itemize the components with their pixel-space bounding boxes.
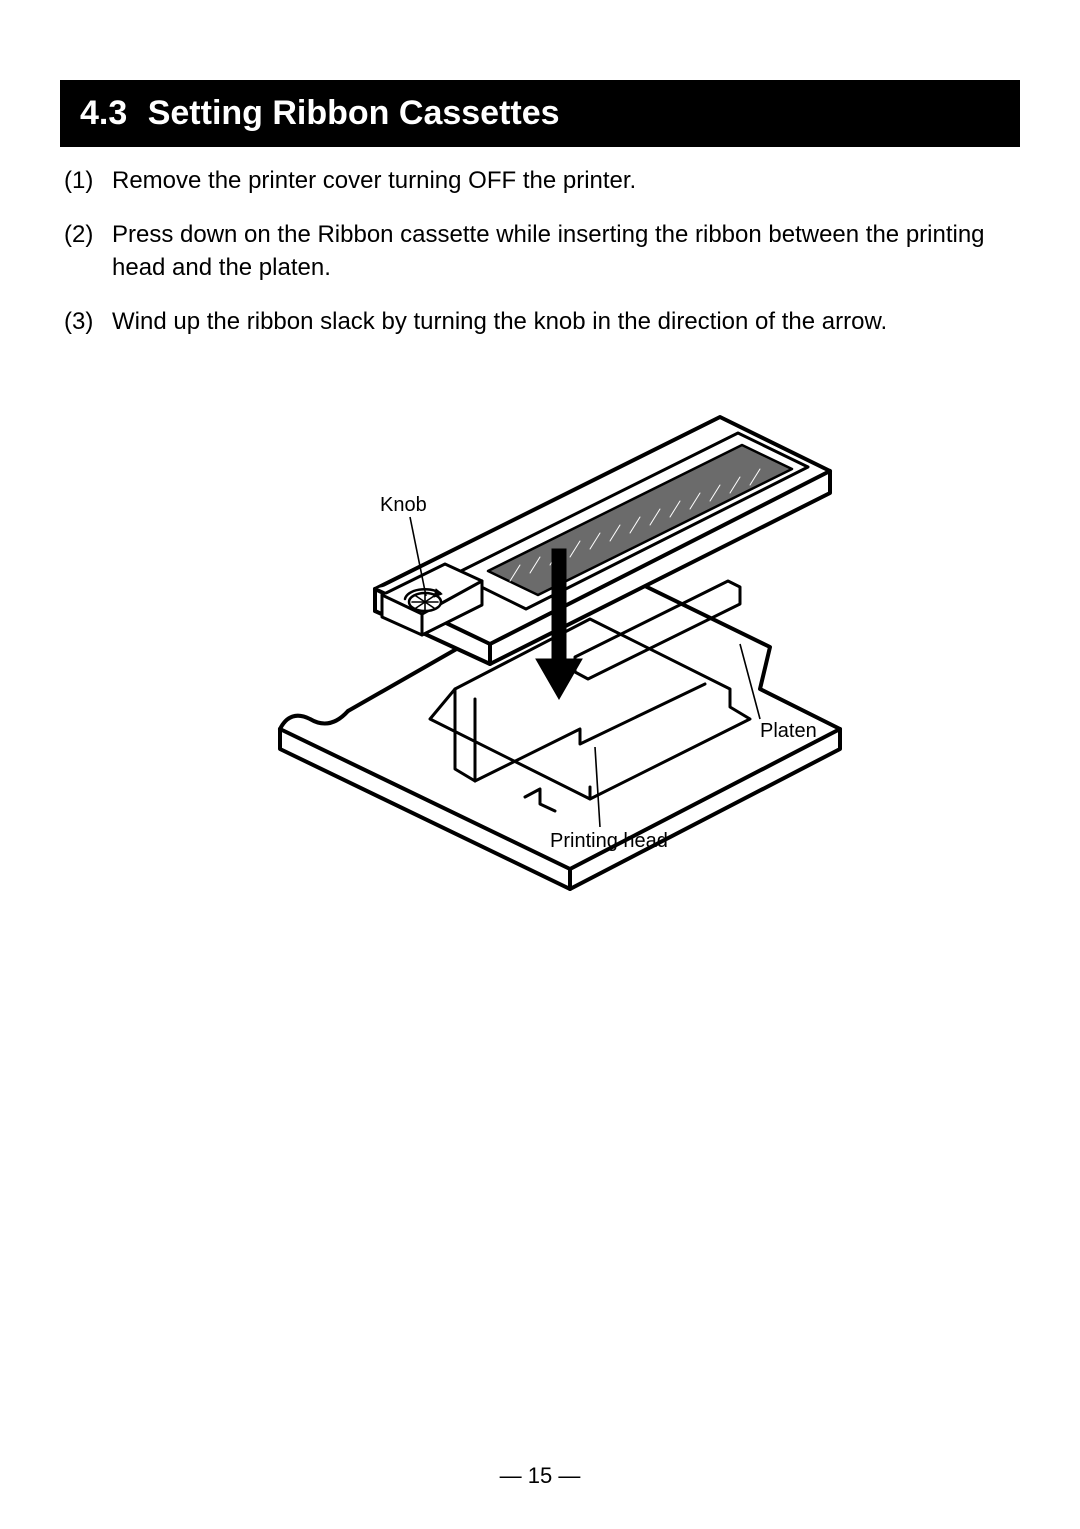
page-number: — 15 — [0, 1463, 1080, 1489]
label-knob: Knob [380, 494, 427, 516]
step-text: Press down on the Ribbon cassette while … [112, 219, 1020, 284]
step-number: (1) [64, 165, 112, 197]
step-item: (1) Remove the printer cover turning OFF… [64, 165, 1020, 197]
step-item: (2) Press down on the Ribbon cassette wh… [64, 219, 1020, 284]
step-text: Remove the printer cover turning OFF the… [112, 165, 1020, 197]
step-number: (3) [64, 306, 112, 338]
label-platen: Platen [760, 720, 817, 742]
section-number: 4.3 [80, 94, 127, 132]
section-header: 4.3 Setting Ribbon Cassettes [60, 80, 1020, 147]
step-text: Wind up the ribbon slack by turning the … [112, 306, 1020, 338]
ribbon-cassette-diagram: Knob Platen Printing head [230, 389, 850, 909]
section-title: Setting Ribbon Cassettes [148, 94, 560, 132]
label-printing-head: Printing head [550, 830, 668, 852]
steps-list: (1) Remove the printer cover turning OFF… [60, 165, 1020, 339]
step-item: (3) Wind up the ribbon slack by turning … [64, 306, 1020, 338]
step-number: (2) [64, 219, 112, 284]
